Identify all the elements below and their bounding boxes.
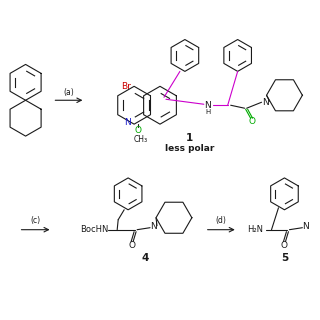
Text: BocHN: BocHN (80, 225, 109, 234)
Text: O: O (129, 241, 136, 250)
Text: 4: 4 (141, 252, 149, 263)
Text: less polar: less polar (165, 144, 214, 153)
Text: CH₃: CH₃ (134, 135, 148, 144)
Text: O: O (248, 117, 255, 126)
Text: H: H (205, 109, 211, 115)
Text: (c): (c) (30, 216, 41, 225)
Text: H₂N: H₂N (248, 225, 264, 234)
Text: N: N (302, 222, 309, 231)
Text: Br: Br (121, 82, 131, 91)
Text: (d): (d) (215, 216, 226, 225)
Text: N: N (204, 101, 211, 110)
Text: N: N (150, 222, 156, 231)
Text: N: N (124, 118, 131, 127)
Text: (a): (a) (63, 88, 74, 97)
Text: 1: 1 (186, 133, 194, 143)
Text: 5: 5 (281, 252, 288, 263)
Text: O: O (281, 241, 288, 250)
Text: O: O (135, 126, 141, 135)
Text: N: N (262, 98, 269, 107)
